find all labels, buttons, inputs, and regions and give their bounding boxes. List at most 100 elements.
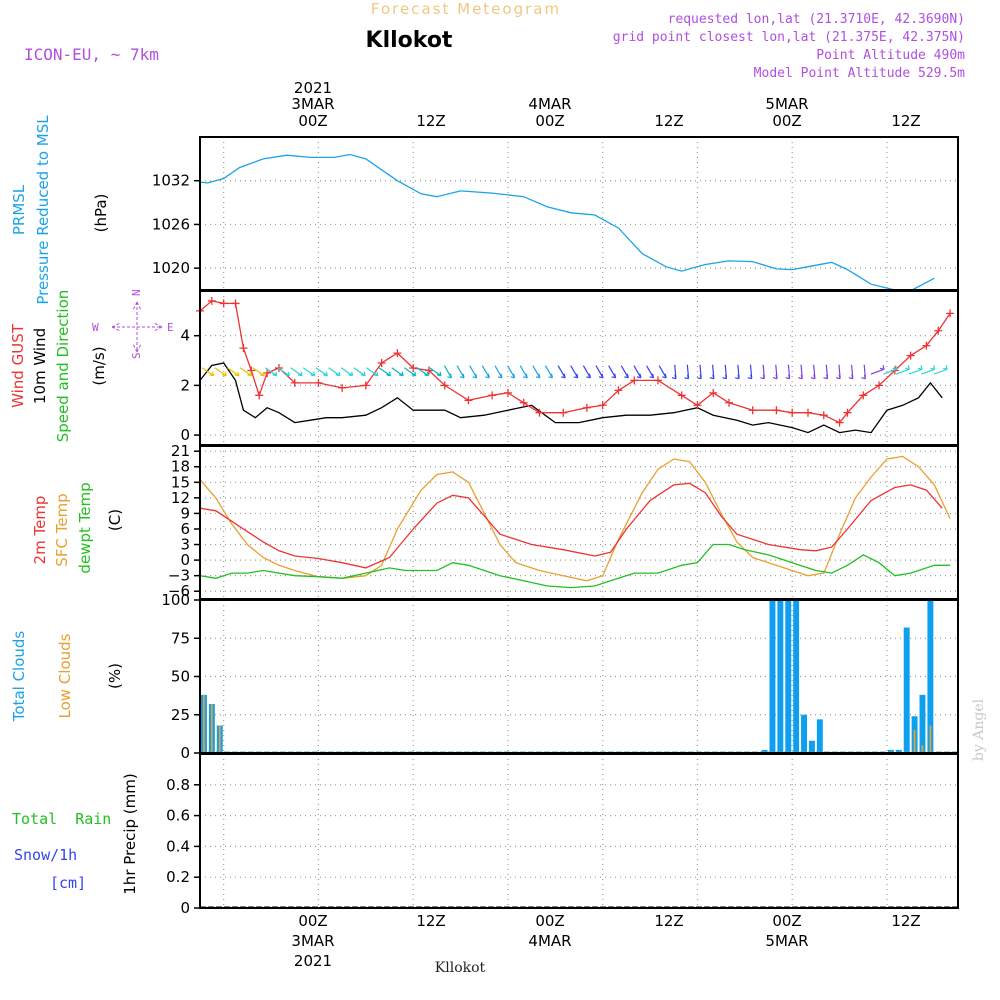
wind-gust-marker [255, 391, 264, 400]
wind-gust-marker [582, 403, 591, 412]
wind-gust-marker [207, 296, 216, 305]
wind-direction-arrow [252, 367, 265, 377]
wind-10m-line [199, 362, 943, 434]
y-tick-label: 2 [180, 376, 190, 394]
wind-gust-marker [377, 359, 386, 368]
y-tick-label: 100 [161, 591, 190, 609]
low-cloud-bar [913, 730, 916, 753]
wind-direction-arrow [544, 365, 554, 379]
wind-gust-marker [693, 401, 702, 410]
wind-gust-marker [338, 383, 347, 392]
wind-direction-arrow [416, 367, 429, 377]
wind-direction-arrow [214, 367, 227, 377]
wind-gust-marker [535, 408, 544, 417]
wind-direction-arrow [570, 365, 579, 379]
wind-direction-arrow [823, 364, 829, 380]
wind-direction-arrow [772, 364, 778, 380]
y-tick-label: −6 [168, 582, 190, 600]
precip-panel-frame [199, 753, 959, 909]
y-tick-label: 25 [171, 706, 190, 724]
y-tick-label: 0.8 [166, 776, 190, 794]
watermark: by Angel [971, 698, 987, 761]
wind-direction-arrow [277, 367, 291, 377]
wind-gust-marker [835, 418, 844, 427]
temp-panel-labels: 2m Temp SFC Temp dewpt Temp (C) [31, 482, 124, 573]
location-title: Kllokot [366, 28, 453, 53]
wind-direction-arrow [429, 367, 442, 377]
bottom-hour: 00Z [535, 912, 564, 930]
low-clouds-label: Low Clouds [56, 633, 74, 718]
wind-direction-arrow [836, 364, 841, 380]
top-hour: 12Z [891, 112, 920, 130]
y-tick-label: 0.6 [166, 807, 190, 825]
cloud-unit: (%) [106, 663, 124, 689]
dewpt-line [199, 543, 951, 589]
wind-gust-marker [519, 398, 528, 407]
axis-layer: 102010261032024−6−3036912151821025507510… [152, 136, 959, 917]
wind-gust-marker [393, 349, 402, 358]
wind-direction-arrow [620, 365, 629, 379]
wind-direction-arrow [684, 364, 690, 380]
precip-panel-labels: Total Rain Snow/1h [cm] 1hr Precip (mm) [12, 773, 139, 894]
y-tick-label: −3 [168, 567, 190, 585]
wind-gust-marker [653, 376, 662, 385]
y-tick-label: 18 [171, 458, 190, 476]
wind-gust-marker [464, 396, 473, 405]
top-hour: 00Z [535, 112, 564, 130]
wind-direction-arrow [201, 367, 215, 377]
wind-direction-arrow [582, 365, 591, 379]
info-line-2: grid point closest lon,lat (21.375E, 42.… [613, 30, 965, 45]
y-tick-label: 3 [180, 536, 190, 554]
low-cloud-bar [921, 745, 924, 753]
total-cloud-bar [816, 719, 823, 753]
top-time-axis: 2021 3MAR 00Z 12Z 4MAR 00Z 12Z 5MAR 00Z … [291, 79, 920, 130]
wind-direction-arrow [671, 364, 677, 380]
bottom-time-axis: 00Z 3MAR 2021 12Z 00Z 4MAR 12Z 00Z 5MAR … [291, 912, 920, 970]
total-cloud-bar [801, 714, 808, 753]
wind-gust-marker [934, 326, 943, 335]
y-tick-label: 0.2 [166, 868, 190, 886]
wind-direction-arrow [785, 364, 791, 380]
wind-direction-arrow [302, 367, 316, 377]
snow-label: Snow/1h [14, 846, 77, 864]
total-cloud-bar [793, 600, 800, 753]
wind-direction-arrow [633, 365, 642, 379]
wind-direction-arrow [908, 365, 923, 375]
y-tick-label: 75 [171, 629, 190, 647]
y-tick-label: 21 [171, 442, 190, 460]
wind-direction-arrow [494, 365, 503, 379]
y-tick-label: 0.4 [166, 837, 190, 855]
y-tick-label: 0 [180, 899, 190, 917]
low-cloud-bar [203, 694, 205, 753]
wind-gust-marker [231, 299, 240, 308]
total-cloud-bar [919, 694, 926, 753]
wind-gust-marker [409, 364, 418, 372]
wind-direction-arrow [933, 365, 948, 375]
wind-direction-arrow [239, 367, 253, 377]
wind-gust-marker [946, 309, 955, 318]
wind-direction-arrow [747, 364, 753, 380]
wind-direction-arrow [921, 365, 936, 375]
wind-direction-arrow [328, 367, 341, 377]
wind-speed-dir-label: Speed and Direction [54, 290, 72, 443]
wind-direction-arrow [870, 365, 885, 375]
wind-direction-arrow [895, 365, 910, 375]
low-cloud-bar [929, 725, 932, 753]
wind-gust-marker [906, 351, 915, 360]
wind-direction-arrow [658, 365, 667, 379]
wind-gust-marker [614, 386, 623, 395]
wind-direction-arrow [883, 365, 898, 375]
wind-direction-arrow [403, 367, 417, 377]
total-cloud-bar [927, 600, 934, 753]
wind-gust-marker [219, 299, 228, 308]
wind-gust-marker [803, 408, 812, 417]
wind-direction-arrow [481, 365, 490, 379]
wind-gust-marker [922, 341, 931, 350]
total-clouds-label: Total Clouds [10, 631, 28, 723]
bottom-hour: 12Z [891, 912, 920, 930]
wind-gust-marker [440, 381, 449, 390]
wind-gust-marker [630, 376, 639, 385]
low-cloud-bar [218, 725, 221, 753]
temp-2m-label: 2m Temp [31, 496, 49, 565]
wind-direction-arrow [608, 365, 617, 379]
